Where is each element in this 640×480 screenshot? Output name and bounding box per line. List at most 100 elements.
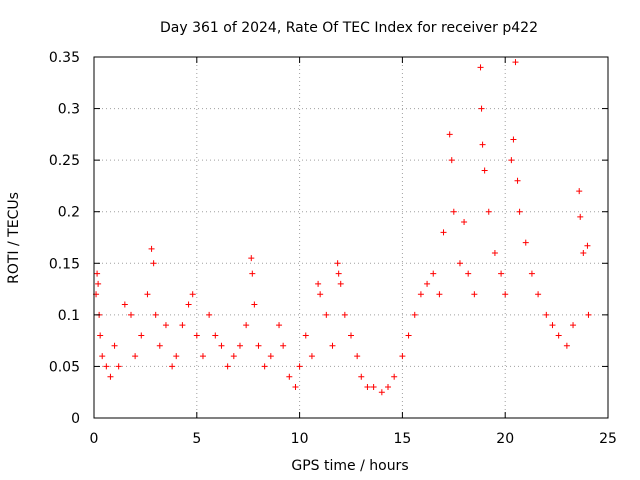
data-point — [549, 322, 556, 329]
data-point — [156, 342, 163, 349]
data-point — [399, 353, 406, 360]
data-point — [364, 384, 371, 391]
y-tick-label: 0.05 — [49, 359, 80, 375]
data-point — [315, 280, 322, 287]
data-point — [302, 332, 309, 339]
y-axis-label: ROTI / TECUs — [6, 192, 22, 284]
data-point — [498, 270, 505, 277]
y-tick-label: 0.2 — [58, 205, 80, 221]
y-tick-label: 0.15 — [49, 256, 80, 272]
data-point — [465, 270, 472, 277]
data-point — [323, 311, 330, 318]
x-tick-label: 20 — [496, 431, 514, 447]
data-point — [169, 363, 176, 370]
data-point — [243, 322, 250, 329]
data-point — [512, 59, 519, 66]
data-point — [341, 311, 348, 318]
data-point — [276, 322, 283, 329]
data-point — [337, 280, 344, 287]
x-tick-label: 10 — [291, 431, 309, 447]
data-point — [107, 373, 114, 380]
data-point — [292, 384, 299, 391]
x-tick-label: 15 — [393, 431, 411, 447]
data-point — [206, 311, 213, 318]
data-point — [317, 291, 324, 298]
x-tick-label: 25 — [599, 431, 617, 447]
data-point — [251, 301, 258, 308]
data-point — [580, 249, 587, 256]
data-point — [385, 384, 392, 391]
y-tick-labels: 0 0.05 0.1 0.15 0.2 0.25 0.3 0.35 — [49, 50, 80, 427]
data-point — [128, 311, 135, 318]
data-point — [448, 157, 455, 164]
data-point — [261, 363, 268, 370]
data-point — [577, 213, 584, 220]
data-point — [138, 332, 145, 339]
data-point — [456, 260, 463, 267]
data-point — [255, 342, 262, 349]
data-point — [334, 260, 341, 267]
data-point — [94, 270, 101, 277]
data-points — [93, 59, 592, 396]
data-point — [230, 353, 237, 360]
data-point — [461, 219, 468, 226]
data-point — [97, 332, 104, 339]
y-tick-label: 0.25 — [49, 153, 80, 169]
data-point — [132, 353, 139, 360]
data-point — [514, 177, 521, 184]
data-point — [563, 342, 570, 349]
data-point — [446, 131, 453, 138]
data-point — [173, 353, 180, 360]
x-axis-label: GPS time / hours — [291, 458, 408, 474]
data-point — [121, 301, 128, 308]
data-point — [450, 208, 457, 215]
x-tick-label: 5 — [192, 431, 201, 447]
data-point — [144, 291, 151, 298]
data-point — [481, 167, 488, 174]
data-point — [522, 239, 529, 246]
data-point — [152, 311, 159, 318]
data-point — [148, 245, 155, 252]
data-point — [411, 311, 418, 318]
x-tick-labels: 0 5 10 15 20 25 — [90, 431, 617, 447]
data-point — [296, 363, 303, 370]
data-point — [218, 342, 225, 349]
plot-frame — [93, 56, 609, 419]
data-point — [471, 291, 478, 298]
data-point — [391, 373, 398, 380]
data-point — [405, 332, 412, 339]
data-point — [436, 291, 443, 298]
data-point — [584, 242, 591, 249]
data-point — [370, 384, 377, 391]
data-point — [502, 291, 509, 298]
data-point — [508, 157, 515, 164]
data-point — [249, 270, 256, 277]
data-point — [99, 353, 106, 360]
data-point — [236, 342, 243, 349]
data-point — [286, 373, 293, 380]
y-tick-label: 0 — [71, 411, 80, 427]
data-point — [378, 389, 385, 396]
data-point — [185, 301, 192, 308]
data-point — [516, 208, 523, 215]
data-point — [115, 363, 122, 370]
data-point — [193, 332, 200, 339]
data-point — [491, 249, 498, 256]
data-point — [576, 188, 583, 195]
data-point — [248, 255, 255, 262]
data-point — [267, 353, 274, 360]
data-point — [477, 64, 484, 71]
data-point — [543, 311, 550, 318]
data-point — [430, 270, 437, 277]
data-point — [150, 260, 157, 267]
y-tick-label: 0.3 — [58, 102, 80, 118]
data-point — [479, 141, 486, 148]
data-point — [528, 270, 535, 277]
data-point — [280, 342, 287, 349]
data-point — [308, 353, 315, 360]
data-point — [354, 353, 361, 360]
data-point — [189, 291, 196, 298]
data-point — [535, 291, 542, 298]
data-point — [335, 270, 342, 277]
